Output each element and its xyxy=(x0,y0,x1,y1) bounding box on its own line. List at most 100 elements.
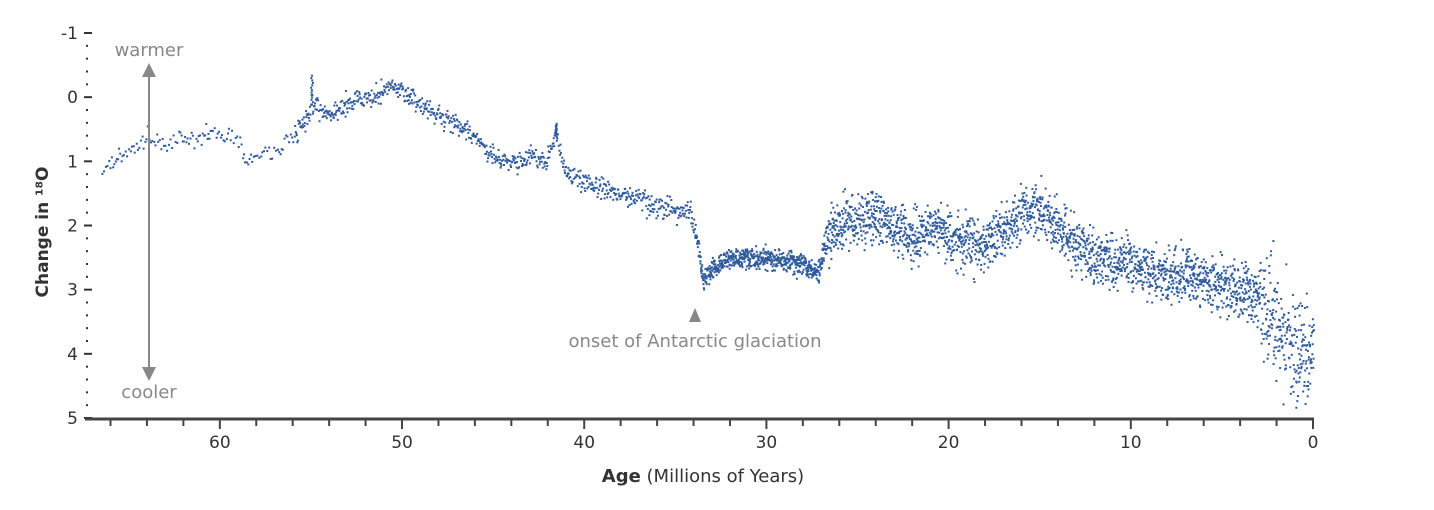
data-point xyxy=(1074,241,1077,244)
data-point xyxy=(963,242,966,245)
data-point xyxy=(962,239,965,242)
data-point xyxy=(888,221,891,224)
data-point xyxy=(923,235,926,238)
data-point xyxy=(662,217,665,220)
data-point xyxy=(373,92,376,95)
data-point xyxy=(508,159,511,162)
data-point xyxy=(1127,273,1130,276)
data-point xyxy=(866,211,869,214)
data-point xyxy=(955,233,958,236)
data-point xyxy=(807,270,810,273)
data-point xyxy=(1185,278,1188,281)
data-point xyxy=(1161,287,1164,290)
data-point xyxy=(1214,287,1217,290)
data-point xyxy=(641,197,644,200)
data-point xyxy=(889,232,892,235)
data-point xyxy=(858,218,861,221)
data-point xyxy=(1173,293,1176,296)
data-point xyxy=(1092,241,1095,244)
data-point xyxy=(666,214,669,217)
data-point xyxy=(1195,278,1198,281)
data-point xyxy=(949,254,952,257)
data-point xyxy=(1142,256,1145,259)
data-point xyxy=(872,198,875,201)
data-point xyxy=(1258,292,1261,295)
data-point xyxy=(1015,214,1018,217)
data-point xyxy=(146,125,149,128)
data-point xyxy=(1305,292,1308,295)
data-point xyxy=(533,152,536,155)
data-point xyxy=(779,262,782,265)
data-point xyxy=(1222,265,1225,268)
data-point xyxy=(975,250,978,253)
data-point xyxy=(747,264,750,267)
data-point xyxy=(1207,301,1210,304)
data-point xyxy=(951,245,954,248)
data-point xyxy=(953,249,956,252)
data-point xyxy=(1096,251,1099,254)
data-point xyxy=(1310,331,1313,334)
data-point xyxy=(988,222,991,225)
data-point xyxy=(591,187,594,190)
data-point xyxy=(326,110,329,113)
data-point xyxy=(993,245,996,248)
data-point xyxy=(298,120,301,123)
data-point xyxy=(153,140,156,143)
data-point xyxy=(898,232,901,235)
data-point xyxy=(1159,274,1162,277)
data-point xyxy=(1098,254,1101,257)
data-point xyxy=(283,137,286,140)
data-point xyxy=(844,225,847,228)
data-point xyxy=(1192,281,1195,284)
data-point xyxy=(479,138,482,141)
data-point xyxy=(1130,281,1133,284)
data-point xyxy=(1179,274,1182,277)
data-point xyxy=(1015,236,1018,239)
data-point xyxy=(857,238,860,241)
data-point xyxy=(870,225,873,228)
data-point xyxy=(711,256,714,259)
data-point xyxy=(247,163,250,166)
data-point xyxy=(842,190,845,193)
data-point xyxy=(469,129,472,132)
data-point xyxy=(825,227,828,230)
data-point xyxy=(1099,259,1102,262)
data-point xyxy=(814,273,817,276)
data-point xyxy=(1190,268,1193,271)
data-point xyxy=(521,163,524,166)
data-point xyxy=(900,222,903,225)
data-point xyxy=(446,109,449,112)
data-point xyxy=(1209,294,1212,297)
data-point xyxy=(892,224,895,227)
data-point xyxy=(497,148,500,151)
data-point xyxy=(252,155,255,158)
data-point xyxy=(1011,201,1014,204)
data-point xyxy=(919,219,922,222)
data-point xyxy=(878,222,881,225)
data-point xyxy=(688,211,691,214)
data-point xyxy=(331,114,334,117)
data-point xyxy=(939,229,942,232)
data-point xyxy=(1165,261,1168,264)
data-point xyxy=(311,84,314,87)
data-point xyxy=(1204,270,1207,273)
data-point xyxy=(1098,245,1101,248)
data-point xyxy=(1067,259,1070,262)
data-point xyxy=(850,215,853,218)
data-point xyxy=(1310,366,1313,369)
data-point xyxy=(729,264,732,267)
data-point xyxy=(818,264,821,267)
data-point xyxy=(596,195,599,198)
data-point xyxy=(998,224,1001,227)
data-point xyxy=(1034,184,1037,187)
data-point xyxy=(215,136,218,139)
data-point xyxy=(851,229,854,232)
data-point xyxy=(589,177,592,180)
data-point xyxy=(1265,257,1268,260)
data-point xyxy=(1251,314,1254,317)
data-point xyxy=(1124,270,1127,273)
data-point xyxy=(690,211,693,214)
data-point xyxy=(514,157,517,160)
data-point xyxy=(1126,234,1129,237)
data-point xyxy=(309,105,312,108)
